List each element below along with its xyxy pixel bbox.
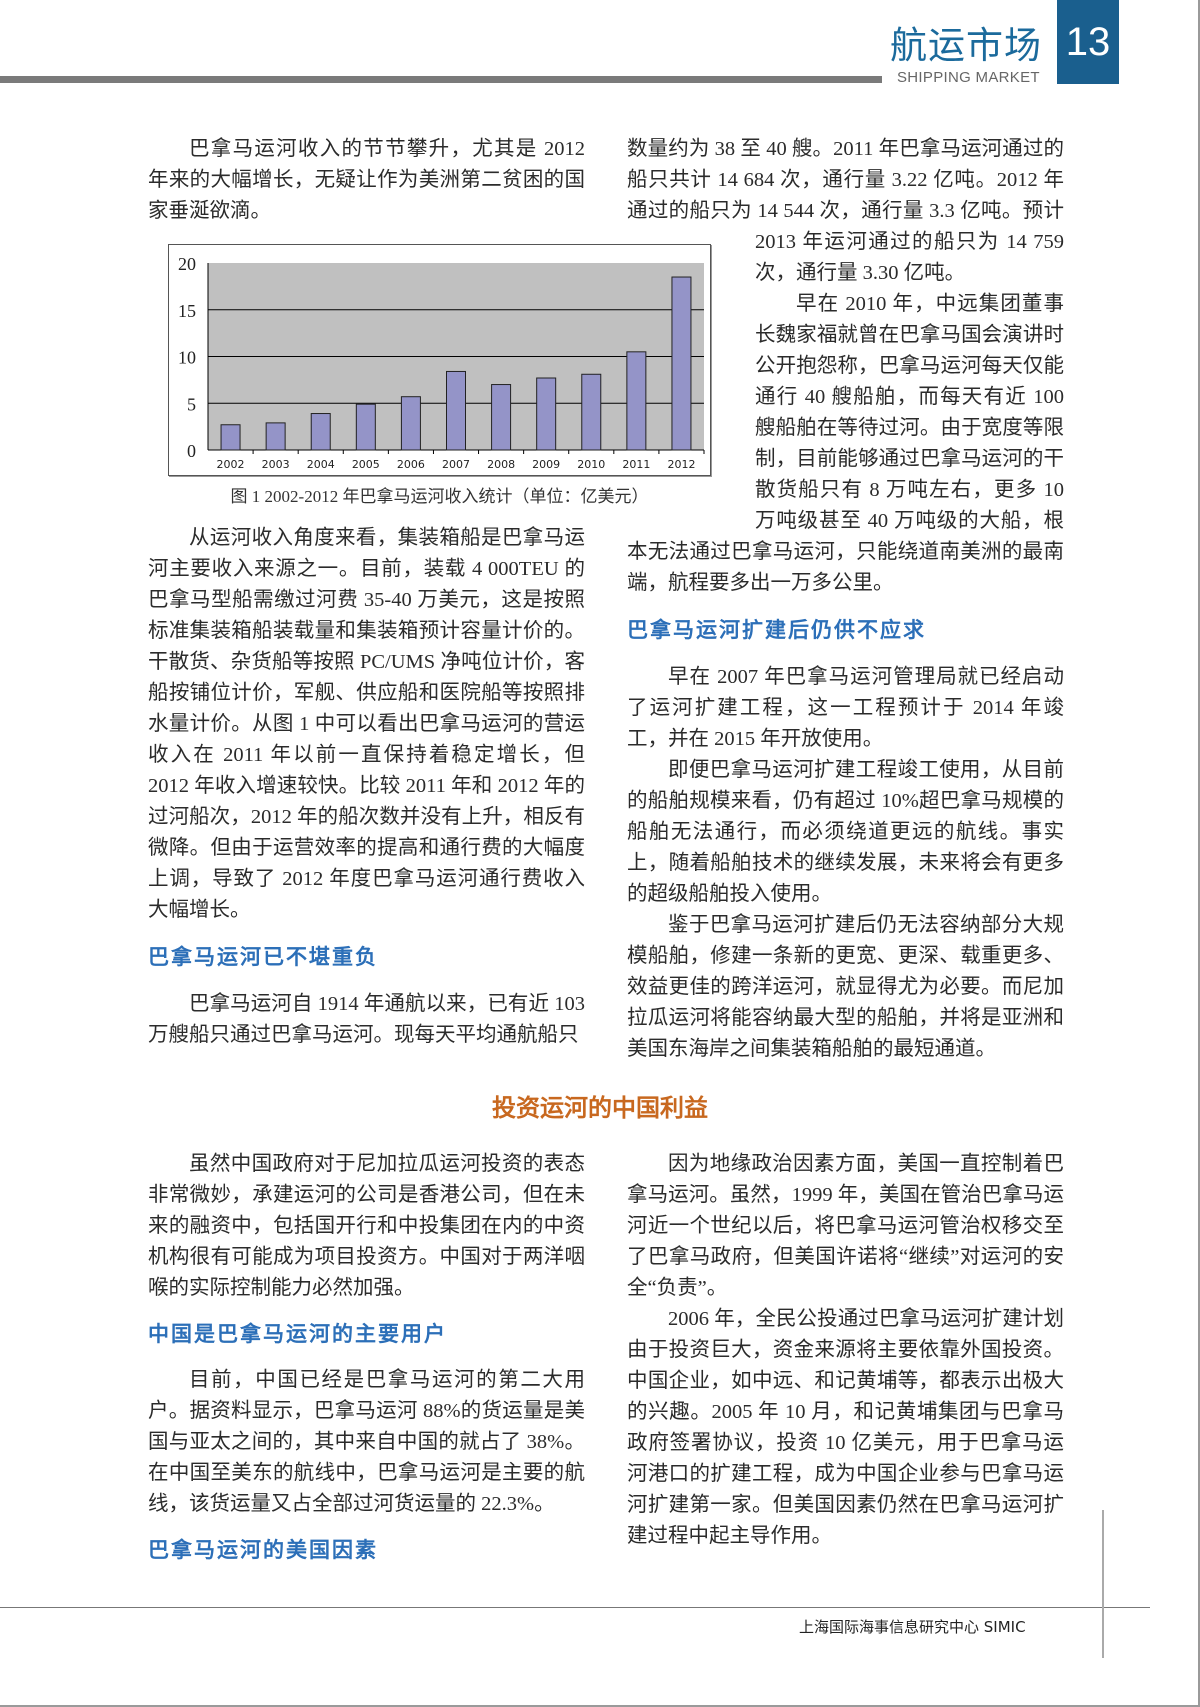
x-tick-label: 2010 [577,458,605,471]
bar-2008 [491,384,512,451]
paragraph: 鉴于巴拿马运河扩建后仍无法容纳部分大规模船舶，修建一条新的更宽、更深、载重更多、… [627,914,1064,1060]
paragraph: 巴拿马运河收入的节节攀升，尤其是 2012 年来的大幅增长，无疑让作为美洲第二贫… [148,138,585,222]
x-tick-label: 2006 [397,458,425,471]
chart-figure: 0 5 10 15 20 2002 2003 2004 2005 2006 2007 2008 2009… [168,244,711,508]
y-tick-label: 10 [178,348,196,368]
bar-2005 [355,403,376,451]
x-tick-label: 2003 [262,458,290,471]
bar-2006 [400,396,421,451]
paragraph: 从运河收入角度来看，集装箱船是巴拿马运河主要收入来源之一。目前，装载 4 000… [148,527,585,921]
paragraph: 2006 年，全民公投通过巴拿马运河扩建计划由于投资巨大，资金来源将主要依靠外国… [627,1308,1064,1547]
y-tick-label: 15 [178,301,196,321]
page-number: 13 [1057,0,1119,84]
subheading: 巴拿马运河的美国因素 [148,1538,378,1562]
paragraph: 虽然中国政府对于尼加拉瓜运河投资的表态非常微妙，承建运河的公司是香港公司，但在未… [148,1153,585,1299]
chart-caption: 图 1 2002-2012 年巴拿马运河收入统计（单位：亿美元） [230,487,649,506]
x-tick-label: 2002 [217,458,245,471]
paragraph: 即便巴拿马运河扩建工程竣工使用，从目前的船舶规模来看，仍有超过 10%超巴拿马规… [627,759,1064,905]
page-header: 航运市场 SHIPPING MARKET 13 [0,0,1200,134]
bar-2012 [671,276,692,451]
paragraph: 巴拿马运河自 1914 年通航以来，已有近 103 万艘船只通过巴拿马运河。现每… [148,993,585,1046]
paragraph: 目前，中国已经是巴拿马运河的第二大用户。据资料显示，巴拿马运河 88%的货运量是… [148,1369,585,1515]
footer-divider [0,1607,1150,1608]
top-columns: 巴拿马运河收入的节节攀升，尤其是 2012 年来的大幅增长，无疑让作为美洲第二贫… [0,134,1200,1065]
paragraph: 早在 2007 年巴拿马运河管理局就已经启动了运河扩建工程，这一工程预计于 20… [627,666,1064,750]
section-heading: 投资运河的中国利益 [492,1094,708,1122]
bar-2007 [446,370,466,451]
paragraph: 早在 2010 年，中远集团董事长魏家福就曾在巴拿马国会演讲时公开抱怨称，巴拿马… [627,293,1064,594]
right-column-top: 数量约为 38 至 40 艘。2011 年巴拿马运河通过的船只共计 14 684… [627,134,1064,1065]
x-tick-label: 2009 [532,458,560,471]
bar-2009 [536,377,557,451]
left-column-top: 巴拿马运河收入的节节攀升，尤其是 2012 年来的大幅增长，无疑让作为美洲第二贫… [148,134,711,1051]
y-tick-label: 20 [178,254,196,274]
x-tick-label: 2007 [442,458,470,471]
revenue-chart: 0 5 10 15 20 2002 2003 2004 2005 2006 2007 2008 2009… [168,244,711,476]
subheading: 巴拿马运河扩建后仍供不应求 [627,618,926,642]
subheading: 中国是巴拿马运河的主要用户 [148,1322,447,1346]
section-subtitle: SHIPPING MARKET [897,69,1040,86]
subheading: 巴拿马运河已不堪重负 [148,945,378,969]
margin-line [1102,1510,1104,1658]
x-tick-label: 2005 [352,458,380,471]
paragraph: 因为地缘政治因素方面，美国一直控制着巴拿马运河。虽然，1999 年，美国在管治巴… [627,1153,1064,1299]
page-footer: 上海国际海事信息研究中心 SIMIC [0,1510,1200,1707]
right-column-bottom: 因为地缘政治因素方面，美国一直控制着巴拿马运河。虽然，1999 年，美国在管治巴… [627,1149,1064,1552]
header-bar [0,76,882,83]
x-tick-label: 2011 [622,458,650,471]
left-column-bottom: 虽然中国政府对于尼加拉瓜运河投资的表态非常微妙，承建运河的公司是香港公司，但在未… [148,1149,585,1566]
section-title: 航运市场 [890,24,1042,67]
bar-2011 [626,351,647,451]
x-tick-label: 2012 [667,458,695,471]
bar-2004 [310,413,331,451]
chart-svg: 0 5 10 15 20 2002 2003 2004 2005 2006 2007 2008 2009… [178,254,705,471]
bottom-columns: 虽然中国政府对于尼加拉瓜运河投资的表态非常微妙，承建运河的公司是香港公司，但在未… [0,1149,1200,1566]
x-tick-label: 2008 [487,458,515,471]
article-body: 巴拿马运河收入的节节攀升，尤其是 2012 年来的大幅增长，无疑让作为美洲第二贫… [0,134,1200,1607]
footer-org: 上海国际海事信息研究中心 SIMIC [799,1618,1026,1636]
bar-2002 [220,424,241,451]
bar-2010 [581,373,602,451]
paragraph: 数量约为 38 至 40 艘。2011 年巴拿马运河通过的船只共计 14 684… [627,138,1064,284]
bar-2003 [265,422,286,451]
y-tick-label: 0 [187,441,196,461]
x-tick-label: 2004 [307,458,335,471]
y-tick-label: 5 [187,394,196,414]
